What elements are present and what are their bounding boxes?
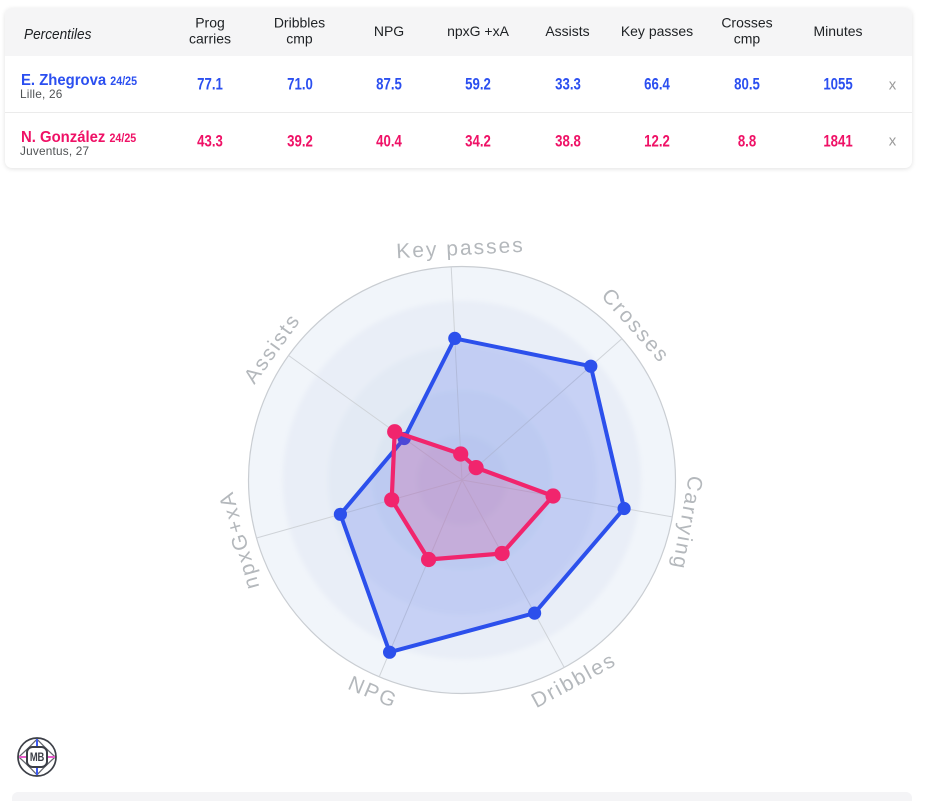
- svg-text:Key passes: Key passes: [396, 234, 526, 263]
- svg-text:MB: MB: [30, 751, 45, 764]
